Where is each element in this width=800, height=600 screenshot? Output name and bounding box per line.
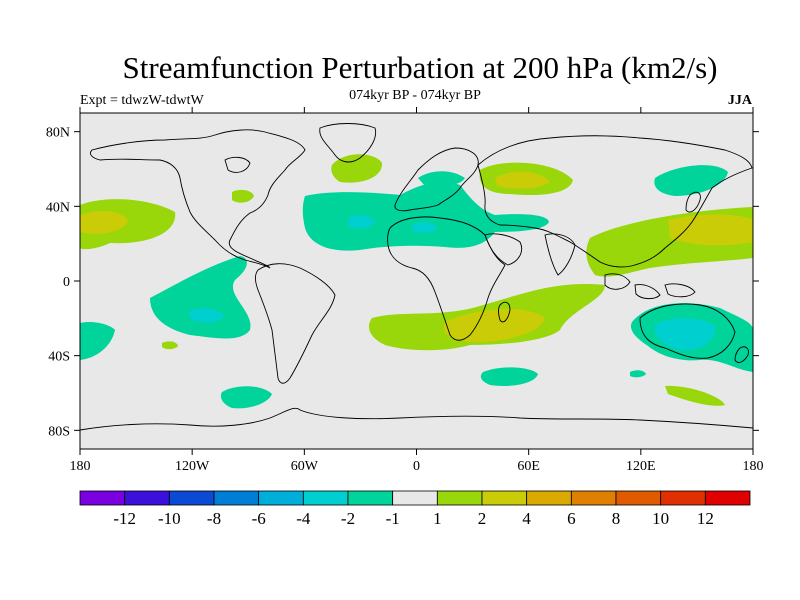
experiment-label: Expt = tdwzW-tdwtW — [80, 93, 204, 108]
colorbar-swatch — [570, 490, 617, 506]
pos-region-small-n-atl — [232, 189, 254, 203]
colorbar-label: -8 — [207, 509, 221, 528]
colorbar-label: -1 — [386, 509, 400, 528]
x-tick-label: 0 — [413, 459, 420, 474]
colorbar-label: 1 — [433, 509, 442, 528]
colorbar-swatch — [392, 490, 438, 506]
coast-europe — [394, 147, 479, 212]
colorbar-label: -10 — [158, 509, 181, 528]
neg-core-atlantic — [348, 215, 375, 229]
neg-region-n-pacific — [654, 165, 728, 196]
colorbar-label: -12 — [113, 509, 136, 528]
contour-fills — [80, 154, 753, 409]
figure-title: Streamfunction Perturbation at 200 hPa (… — [122, 50, 718, 85]
coast-india — [544, 233, 576, 276]
colorbar-swatch — [526, 490, 572, 506]
period-label: 074kyr BP - 074kyr BP — [349, 88, 481, 103]
neg-region-far-east-pacific — [80, 321, 115, 360]
colorbar-swatch — [704, 490, 751, 506]
colorbar-swatch — [168, 490, 215, 506]
colorbar-swatch — [79, 490, 126, 506]
colorbar-swatch — [258, 490, 304, 506]
pos-core-pacific-ne — [80, 210, 128, 234]
y-tick-label: 0 — [63, 275, 70, 290]
colorbar-label: 2 — [478, 509, 487, 528]
x-tick-label: 180 — [743, 459, 764, 474]
neg-core-east-pacific — [188, 308, 224, 323]
colorbar-swatch — [347, 490, 394, 506]
map-axes: 80N 40N 0 40S 80S 180 120W 60W 0 60E 120E 180 — [46, 107, 764, 474]
pos-core-south-indian — [443, 308, 545, 343]
colorbar-label: 10 — [652, 509, 669, 528]
coast-madagascar — [498, 301, 511, 323]
y-tick-label: 40N — [46, 200, 70, 215]
colorbar-label: -2 — [341, 509, 355, 528]
coast-greenland — [319, 123, 377, 163]
colorbar-label: -6 — [252, 509, 266, 528]
y-tick-label: 80N — [46, 126, 70, 141]
neg-region-north-europe — [418, 171, 465, 187]
colorbar-swatch — [302, 490, 349, 506]
neg-region-southern-ocean — [480, 367, 538, 386]
coast-new-zealand — [734, 346, 749, 363]
y-tick-label: 40S — [48, 350, 70, 365]
coast-antarctica — [80, 407, 753, 431]
coast-japan — [685, 191, 701, 213]
coast-south-america — [254, 263, 336, 384]
map-background — [80, 113, 753, 449]
coast-australia — [639, 303, 736, 359]
neg-core-med — [412, 222, 437, 233]
pos-core-west-pacific — [668, 214, 753, 246]
colorbar-label: 12 — [697, 509, 714, 528]
neg-core-australia — [654, 317, 716, 351]
colorbar-swatch — [124, 490, 170, 506]
x-tick-label: 120W — [175, 459, 210, 474]
x-tick-label: 60W — [291, 459, 319, 474]
colorbar-label: 8 — [612, 509, 621, 528]
coast-africa — [387, 216, 506, 341]
season-label: JJA — [727, 93, 752, 108]
coast-asia — [477, 135, 753, 268]
x-tick-label: 60E — [517, 459, 540, 474]
colorbar-label: 4 — [522, 509, 531, 528]
coast-north-america — [89, 129, 306, 269]
colorbar: -12 -10 -8 -6 -4 -2 -1 1 2 4 6 8 10 12 — [79, 490, 751, 528]
coast-hudson — [224, 156, 251, 173]
coast-se-asia — [604, 273, 696, 300]
colorbar-swatch — [436, 490, 483, 506]
colorbar-label: 6 — [567, 509, 576, 528]
neg-region-east-pacific — [150, 256, 251, 339]
y-tick-label: 80S — [48, 424, 70, 439]
colorbar-label: -4 — [296, 509, 311, 528]
colorbar-swatch — [481, 490, 528, 506]
coastlines — [80, 123, 753, 431]
neg-region-s-pac-south — [220, 386, 272, 409]
pos-region-s-pac-2 — [665, 385, 725, 406]
x-tick-label: 120E — [626, 459, 656, 474]
colorbar-swatch — [213, 490, 260, 506]
colorbar-swatch — [660, 490, 706, 506]
colorbar-swatch — [615, 490, 662, 506]
x-tick-label: 180 — [70, 459, 91, 474]
neg-region-small-s-pac — [630, 370, 646, 378]
pos-region-small-s-pac — [162, 341, 178, 350]
neg-region-atlantic — [302, 181, 549, 251]
pos-core-eurasia — [495, 171, 550, 189]
coast-arabia — [484, 233, 523, 266]
